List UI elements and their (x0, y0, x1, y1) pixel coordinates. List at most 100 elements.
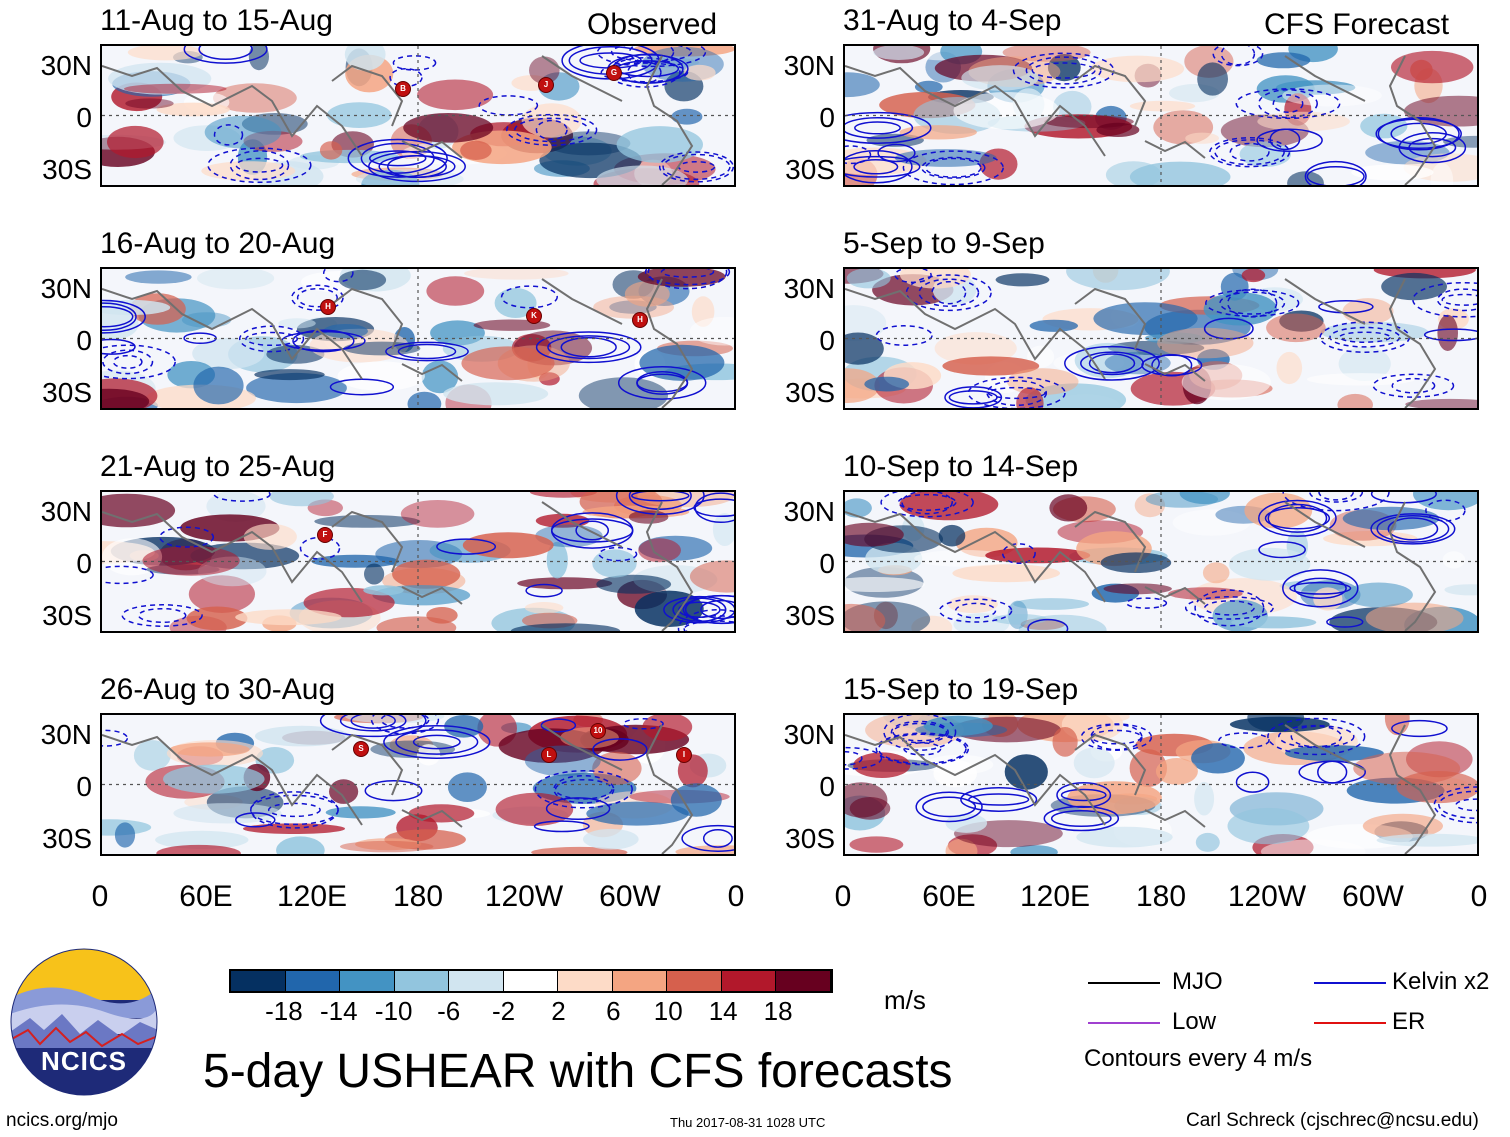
colorbar-cell (612, 971, 668, 991)
colorbar-cell (721, 971, 777, 991)
storm-marker: 10 (590, 723, 606, 739)
legend-line-kelvin (1314, 982, 1386, 984)
colorbar-cell (231, 971, 286, 991)
lon-tick-label: 60E (922, 880, 976, 913)
storm-marker: G (606, 65, 622, 81)
colorbar-cell (285, 971, 341, 991)
lat-tick-label: 0 (819, 325, 835, 356)
right-map-panel (843, 44, 1479, 187)
storm-marker: H (632, 312, 648, 328)
lat-tick-label: 0 (76, 771, 92, 802)
lon-tick-label: 60W (1342, 880, 1404, 913)
lat-tick-label: 30N (783, 496, 835, 527)
storm-marker: F (317, 527, 333, 543)
left-map-panel: B J G (100, 44, 736, 187)
right-map-panel (843, 490, 1479, 633)
storm-marker: L (541, 747, 557, 763)
lat-tick-label: 30S (42, 154, 92, 185)
lat-tick-label: 30S (785, 600, 835, 631)
lat-tick-label: 0 (819, 771, 835, 802)
lon-tick-label: 60E (179, 880, 233, 913)
storm-marker: B (395, 81, 411, 97)
colorbar-cell (776, 971, 832, 991)
lat-tick-label: 30S (42, 823, 92, 854)
lat-tick-label: 0 (76, 325, 92, 356)
left-map-panel: F (100, 490, 736, 633)
colorbar (229, 969, 833, 993)
right-panel-title: 31-Aug to 4-Sep (843, 4, 1062, 37)
colorbar-tick-label: -10 (374, 996, 413, 1026)
legend-label-er: ER (1392, 1008, 1426, 1035)
lon-tick-label: 0 (91, 880, 109, 913)
right-panel-title: 5-Sep to 9-Sep (843, 227, 1045, 260)
left-map-panel: S L 10 I (100, 713, 736, 856)
lon-tick-label: 120W (1227, 880, 1307, 913)
colorbar-tick-label: 6 (606, 996, 621, 1026)
lat-tick-label: 30S (42, 600, 92, 631)
logo-text: NCICS (41, 1046, 127, 1076)
timestamp: Thu 2017-08-31 1028 UTC (670, 1115, 826, 1130)
legend-label-mjo: MJO (1172, 968, 1223, 995)
lon-tick-label: 0 (834, 880, 852, 913)
lat-tick-label: 30N (783, 719, 835, 750)
lat-tick-label: 0 (819, 102, 835, 133)
lat-tick-label: 30S (785, 823, 835, 854)
colorbar-cell (558, 971, 613, 991)
lat-tick-label: 0 (76, 548, 92, 579)
lat-tick-label: 30N (40, 719, 92, 750)
colorbar-tick-label: -2 (491, 996, 516, 1026)
legend-label-kelvin: Kelvin x2 (1392, 968, 1490, 995)
left-panel-title: 11-Aug to 15-Aug (100, 4, 333, 37)
lon-tick-label: 180 (1135, 880, 1187, 913)
lat-tick-label: 30N (40, 273, 92, 304)
colorbar-cell (340, 971, 395, 991)
colorbar-cell (449, 971, 504, 991)
left-panel-title: 16-Aug to 20-Aug (100, 227, 336, 260)
colorbar-cell (667, 971, 722, 991)
colorbar-tick-label: 14 (708, 996, 738, 1026)
storm-marker: I (676, 747, 692, 763)
ncics-logo: NCICS (10, 948, 158, 1096)
lat-tick-label: 30S (785, 377, 835, 408)
contour-interval-note: Contours every 4 m/s (1084, 1045, 1313, 1072)
right-map-panel (843, 713, 1479, 856)
lat-tick-label: 30N (40, 496, 92, 527)
storm-marker: K (526, 308, 542, 324)
lon-tick-label: 0 (727, 880, 745, 913)
lon-tick-label: 60W (599, 880, 661, 913)
storm-marker: H (320, 299, 336, 315)
website-link[interactable]: ncics.org/mjo (6, 1110, 118, 1131)
lon-tick-label: 120E (1019, 880, 1091, 913)
right-panel-title: 15-Sep to 19-Sep (843, 673, 1079, 706)
lat-tick-label: 30S (785, 154, 835, 185)
colorbar-tick-label: 18 (763, 996, 793, 1026)
lat-tick-label: 30N (40, 50, 92, 81)
legend-line-low (1088, 1022, 1160, 1024)
author-credit: Carl Schreck (cjschrec@ncsu.edu) (1186, 1110, 1479, 1131)
lat-tick-label: 0 (819, 548, 835, 579)
right-map-panel (843, 267, 1479, 410)
colorbar-tick-label: 10 (653, 996, 683, 1026)
storm-marker: J (538, 77, 554, 93)
lat-tick-label: 0 (76, 102, 92, 133)
lon-tick-label: 120W (484, 880, 564, 913)
lat-tick-label: 30S (42, 377, 92, 408)
colorbar-tick-label: -18 (265, 996, 303, 1026)
right-panel-title: 10-Sep to 14-Sep (843, 450, 1079, 483)
lon-tick-label: 0 (1470, 880, 1488, 913)
colorbar-cell (503, 971, 559, 991)
colorbar-tick-label: -14 (320, 996, 358, 1026)
colorbar-tick-label: 2 (551, 996, 566, 1026)
colorbar-cell (394, 971, 450, 991)
legend-label-low: Low (1172, 1008, 1217, 1035)
units-label: m/s (884, 985, 926, 1015)
chart-title: 5-day USHEAR with CFS forecasts (203, 1045, 953, 1098)
forecast-tag: CFS Forecast (1264, 8, 1450, 41)
lon-tick-label: 180 (392, 880, 444, 913)
lat-tick-label: 30N (783, 50, 835, 81)
left-panel-title: 26-Aug to 30-Aug (100, 673, 336, 706)
lat-tick-label: 30N (783, 273, 835, 304)
legend-line-er (1314, 1022, 1386, 1024)
legend-line-mjo (1088, 982, 1160, 984)
